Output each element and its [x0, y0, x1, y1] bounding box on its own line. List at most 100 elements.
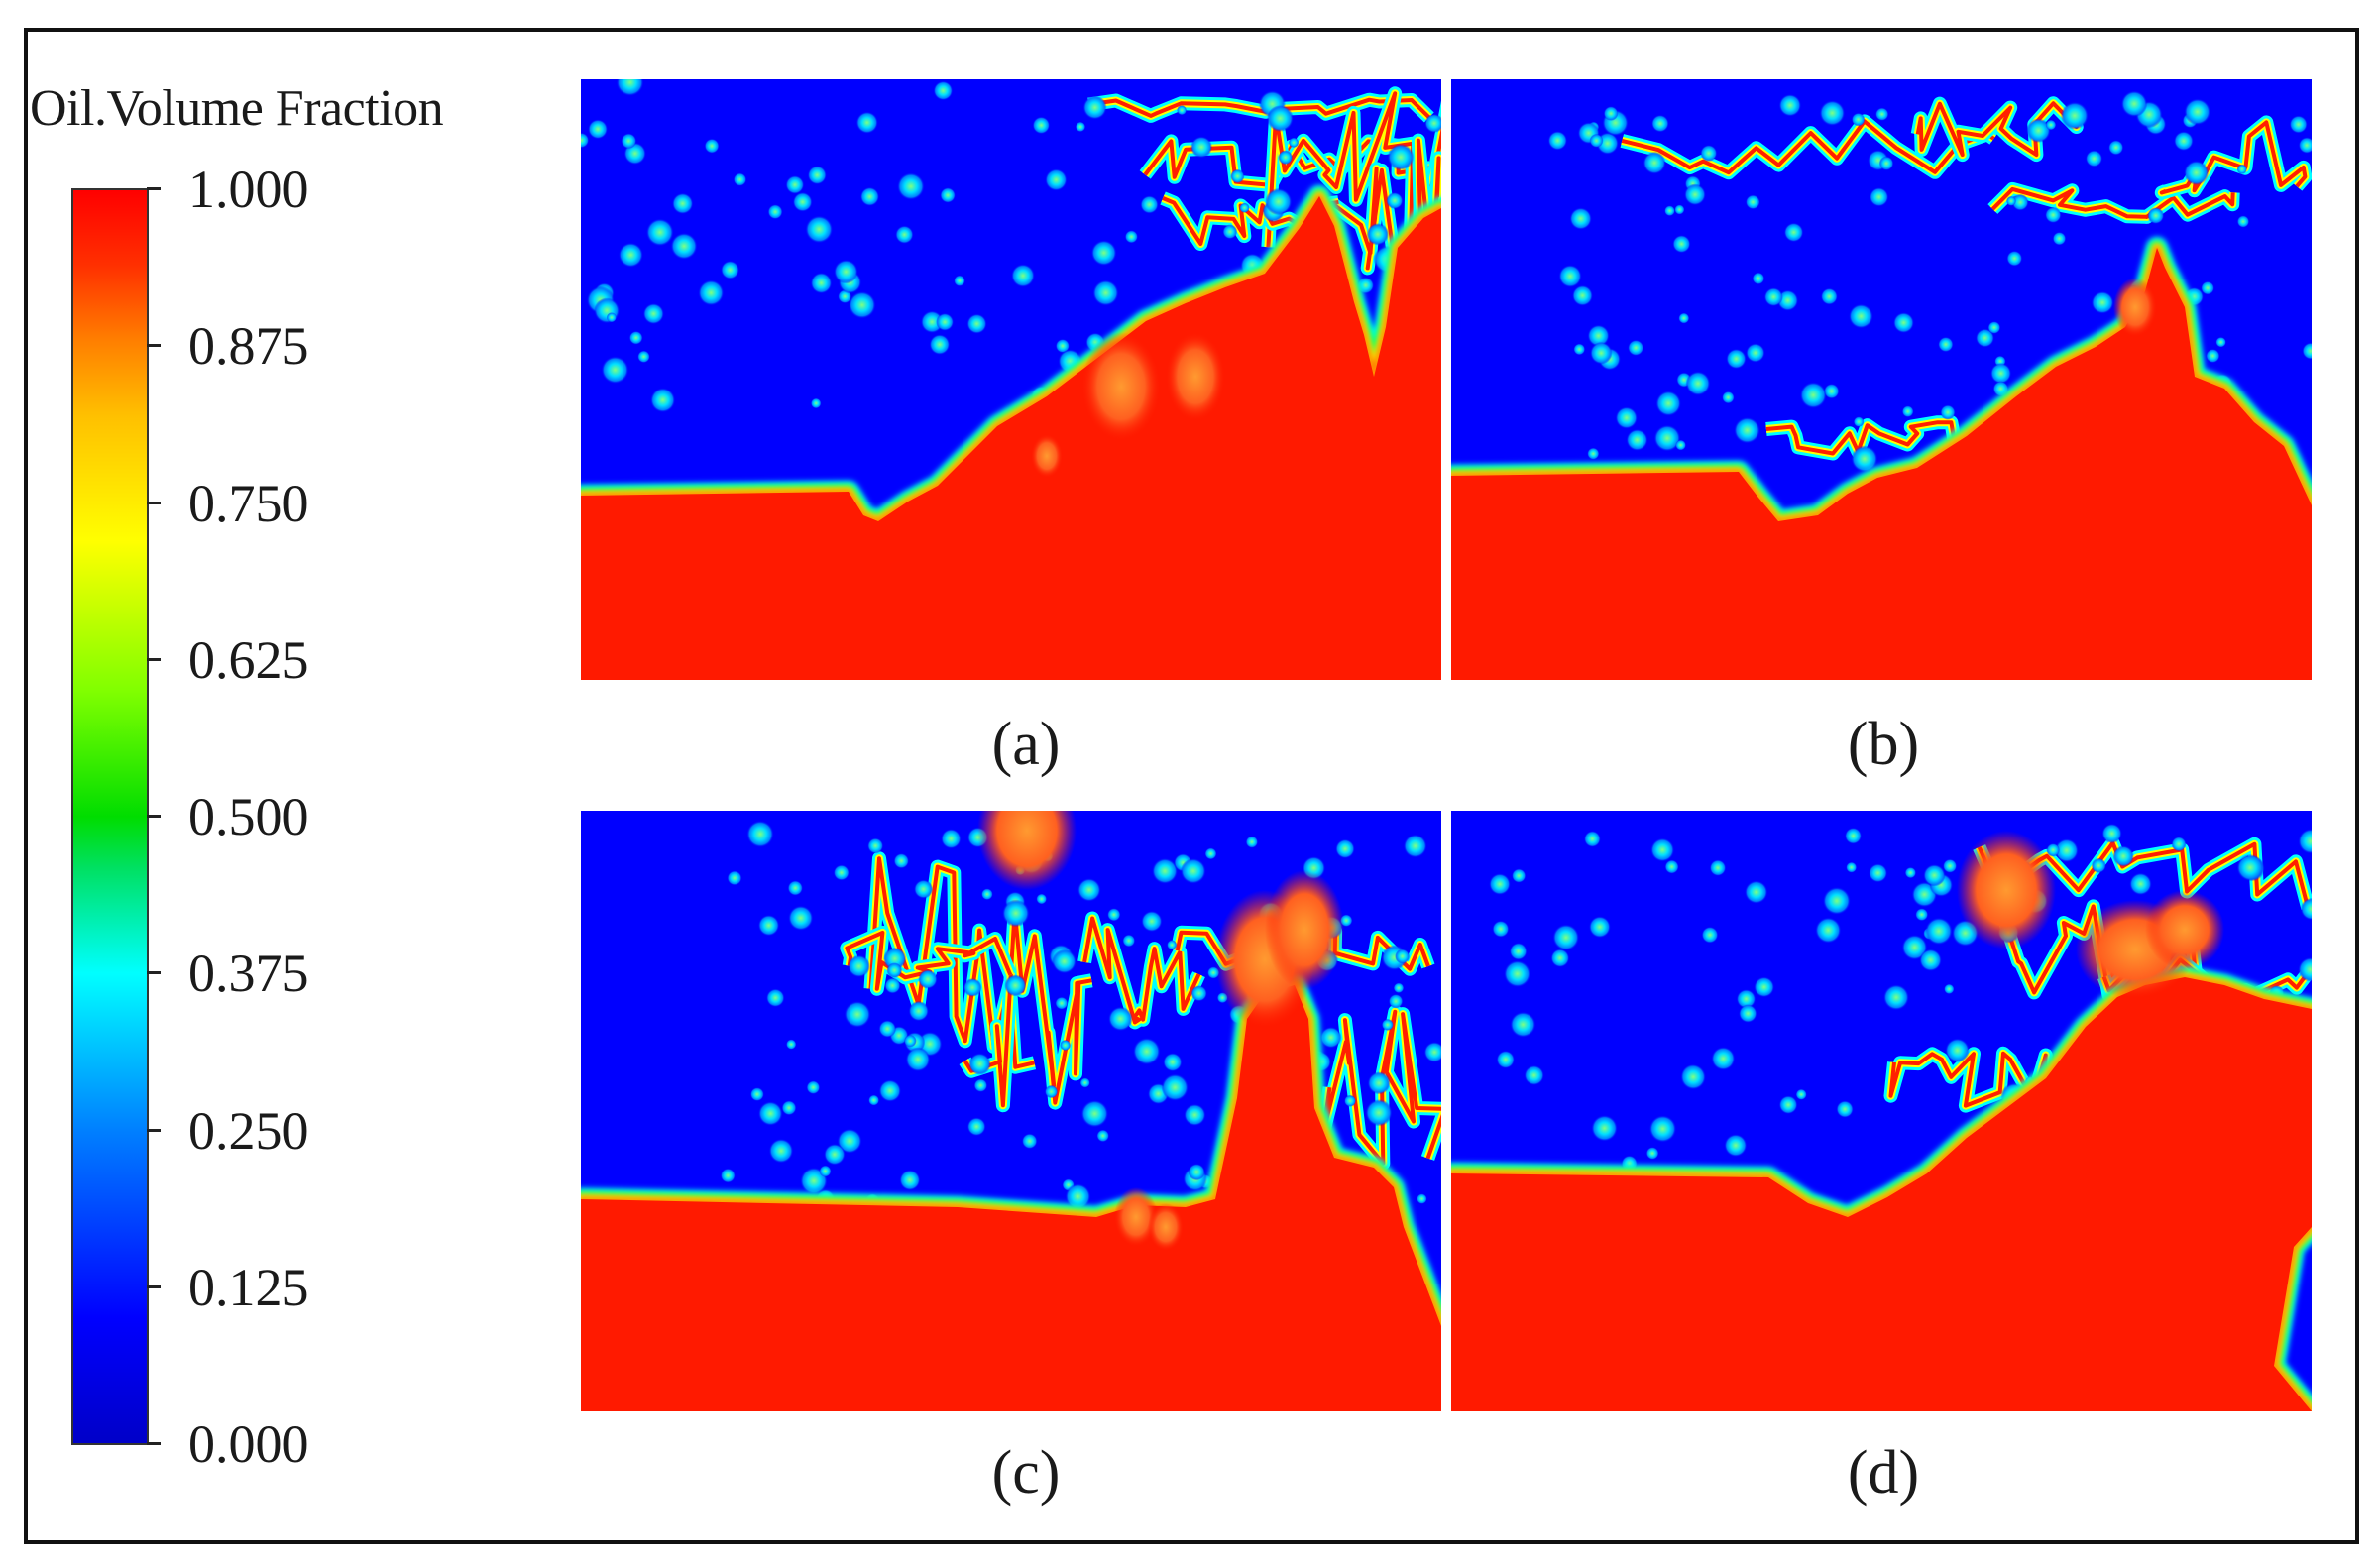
droplet	[1075, 121, 1086, 133]
droplet	[908, 1000, 929, 1022]
droplet	[1423, 1042, 1441, 1062]
droplet	[867, 837, 884, 854]
droplet	[966, 313, 987, 334]
droplet	[1726, 348, 1747, 370]
droplet	[606, 312, 617, 323]
droplet	[884, 977, 901, 994]
droplet	[2046, 843, 2060, 857]
droplet	[2236, 164, 2247, 174]
droplet	[2289, 115, 2308, 134]
droplet	[650, 388, 676, 413]
droplet	[618, 242, 643, 268]
droplet	[1424, 113, 1441, 133]
droplet	[1590, 341, 1613, 365]
droplet	[1678, 312, 1690, 324]
droplet	[1107, 908, 1121, 922]
droplet	[1822, 886, 1851, 915]
droplet	[1869, 187, 1889, 207]
panel-a	[581, 79, 1441, 680]
droplet	[1011, 264, 1035, 287]
droplet	[1002, 899, 1030, 928]
droplet	[833, 864, 850, 881]
droplet	[1489, 873, 1511, 895]
droplet	[1393, 982, 1405, 994]
droplet	[628, 330, 643, 345]
droplet	[904, 1034, 917, 1048]
droplet	[1711, 1047, 1736, 1070]
panel-b	[1451, 79, 2312, 680]
contour-field	[1451, 811, 2312, 1411]
droplet	[1133, 1037, 1161, 1065]
droplet	[1504, 960, 1531, 988]
droplet	[1065, 1183, 1091, 1210]
droplet	[1655, 391, 1681, 416]
oil-phase	[1451, 248, 2312, 680]
droplet	[1823, 383, 1840, 399]
droplet	[1045, 168, 1068, 191]
droplet	[1701, 926, 1719, 944]
colorbar-tick-label: 0.875	[188, 316, 309, 377]
droplet	[1558, 265, 1582, 288]
droplet	[2147, 207, 2165, 225]
mixing-spot	[977, 811, 1077, 890]
droplet	[893, 853, 909, 869]
droplet	[878, 1079, 902, 1102]
droplet	[929, 334, 951, 355]
droplet	[2091, 857, 2106, 873]
droplet	[670, 232, 698, 260]
droplet	[1090, 240, 1117, 266]
droplet	[1664, 205, 1675, 217]
droplet	[733, 172, 747, 186]
droplet	[2052, 231, 2067, 246]
droplet	[1883, 984, 1909, 1011]
droplet	[2298, 829, 2312, 854]
droplet	[1509, 943, 1528, 960]
droplet	[1496, 1050, 1515, 1069]
interface-filament	[1082, 916, 1201, 1025]
mixing-spot	[1114, 1187, 1158, 1247]
droplet	[1079, 1077, 1090, 1088]
droplet	[1552, 924, 1580, 951]
droplet	[1344, 1094, 1356, 1107]
oil-phase	[581, 985, 1441, 1411]
droplet	[1778, 94, 1802, 117]
droplet	[844, 1001, 871, 1028]
droplet	[2060, 101, 2089, 130]
droplet	[1875, 107, 1889, 121]
colorbar-tick-label: 0.375	[188, 944, 309, 1004]
droplet	[727, 870, 742, 886]
droplet	[698, 279, 725, 306]
colorbar-tick	[147, 1128, 161, 1132]
droplet	[1032, 116, 1051, 135]
droplet	[2215, 336, 2226, 348]
droplet	[1239, 202, 1250, 213]
droplet	[1167, 940, 1178, 950]
droplet	[963, 978, 982, 997]
droplet	[637, 350, 650, 364]
droplet	[859, 186, 880, 206]
droplet	[786, 1039, 797, 1050]
droplet	[1140, 195, 1159, 214]
droplet	[601, 356, 629, 385]
droplet	[1778, 1095, 1798, 1115]
colorbar-tick-label: 0.000	[188, 1414, 309, 1474]
droplet	[2171, 837, 2187, 852]
panel-label-a: (a)	[991, 711, 1061, 778]
droplet	[824, 1143, 846, 1166]
droplet	[616, 79, 644, 96]
droplet	[1944, 983, 1955, 995]
droplet	[1403, 834, 1427, 858]
droplet	[1664, 859, 1679, 874]
droplet	[1795, 1088, 1807, 1100]
droplet	[1152, 857, 1179, 884]
droplet	[1722, 391, 1735, 404]
droplet	[1938, 336, 1954, 353]
droplet	[766, 988, 785, 1008]
droplet	[1004, 974, 1027, 997]
colorbar-tick-label: 1.000	[188, 160, 309, 219]
droplet	[758, 1101, 783, 1126]
droplet	[1643, 151, 1666, 174]
droplet	[849, 291, 876, 319]
droplet	[2184, 98, 2211, 126]
droplet	[1108, 1006, 1133, 1032]
